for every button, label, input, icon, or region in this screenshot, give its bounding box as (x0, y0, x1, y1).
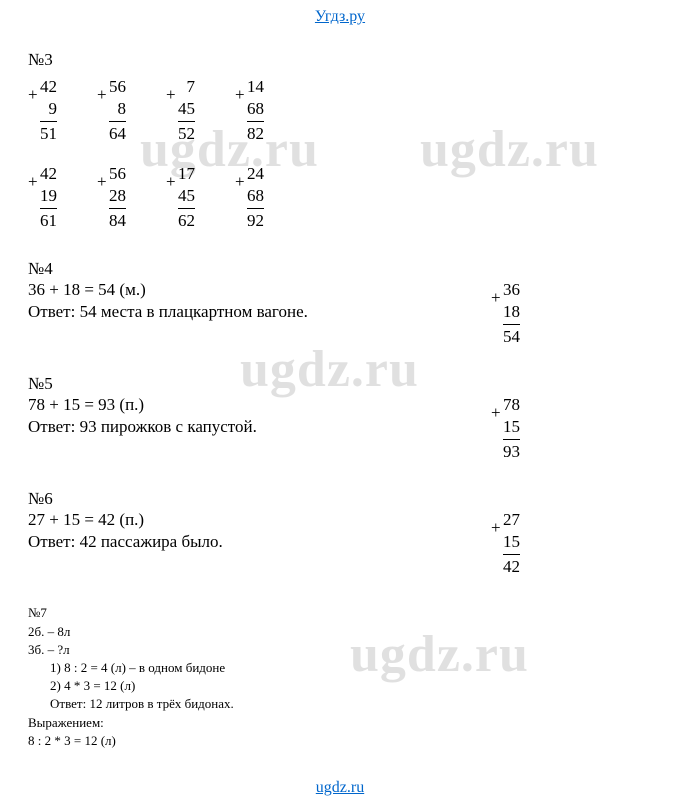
step: 1) 8 : 2 = 4 (л) – в одном бидоне (28, 659, 680, 677)
header-link[interactable]: Угдз.ру (315, 8, 365, 25)
column-addition: +246892 (247, 163, 264, 232)
page-header: Угдз.ру (0, 0, 680, 50)
equation: 36 + 18 = 54 (м.) (28, 279, 308, 301)
footer-link[interactable]: ugdz.ru (316, 779, 364, 796)
column-addition: +146882 (247, 76, 264, 145)
answer: Ответ: 54 места в плацкартном вагоне. (28, 301, 308, 323)
problem-title: №6 (28, 489, 680, 509)
problem-3: №3 +42951 +56864 +74552 +146882 +421961 … (28, 50, 680, 233)
column-addition: +56864 (109, 76, 126, 145)
column-addition: +562884 (109, 163, 126, 232)
problem-5: №5 78 + 15 = 93 (п.) Ответ: 93 пирожков … (28, 374, 680, 463)
problem-title: №7 (28, 604, 680, 622)
answer: Ответ: 12 литров в трёх бидонах. (28, 695, 680, 713)
expression: 8 : 2 * 3 = 12 (л) (28, 732, 680, 750)
column-addition: +42951 (40, 76, 57, 145)
column-addition: +74552 (178, 76, 195, 145)
equation: 27 + 15 = 42 (п.) (28, 509, 223, 531)
step: 2) 4 * 3 = 12 (л) (28, 677, 680, 695)
problem-4: №4 36 + 18 = 54 (м.) Ответ: 54 места в п… (28, 259, 680, 348)
column-addition: +781593 (503, 394, 520, 463)
problem-title: №4 (28, 259, 680, 279)
given-line: 3б. – ?л (28, 641, 680, 659)
expression-label: Выражением: (28, 714, 680, 732)
calc-row: +421961 +562884 +174562 +246892 (40, 163, 680, 232)
page-footer: ugdz.ru (0, 779, 680, 797)
equation: 78 + 15 = 93 (п.) (28, 394, 257, 416)
page-content: №3 +42951 +56864 +74552 +146882 +421961 … (0, 50, 680, 750)
problem-title: №3 (28, 50, 680, 70)
problem-title: №5 (28, 374, 680, 394)
problem-6: №6 27 + 15 = 42 (п.) Ответ: 42 пассажира… (28, 489, 680, 578)
given-line: 2б. – 8л (28, 623, 680, 641)
problem-7: №7 2б. – 8л 3б. – ?л 1) 8 : 2 = 4 (л) – … (28, 604, 680, 750)
answer: Ответ: 42 пассажира было. (28, 531, 223, 553)
calc-row: +42951 +56864 +74552 +146882 (40, 76, 680, 145)
column-addition: +421961 (40, 163, 57, 232)
answer: Ответ: 93 пирожков с капустой. (28, 416, 257, 438)
column-addition: +174562 (178, 163, 195, 232)
column-addition: +271542 (503, 509, 520, 578)
column-addition: +361854 (503, 279, 520, 348)
